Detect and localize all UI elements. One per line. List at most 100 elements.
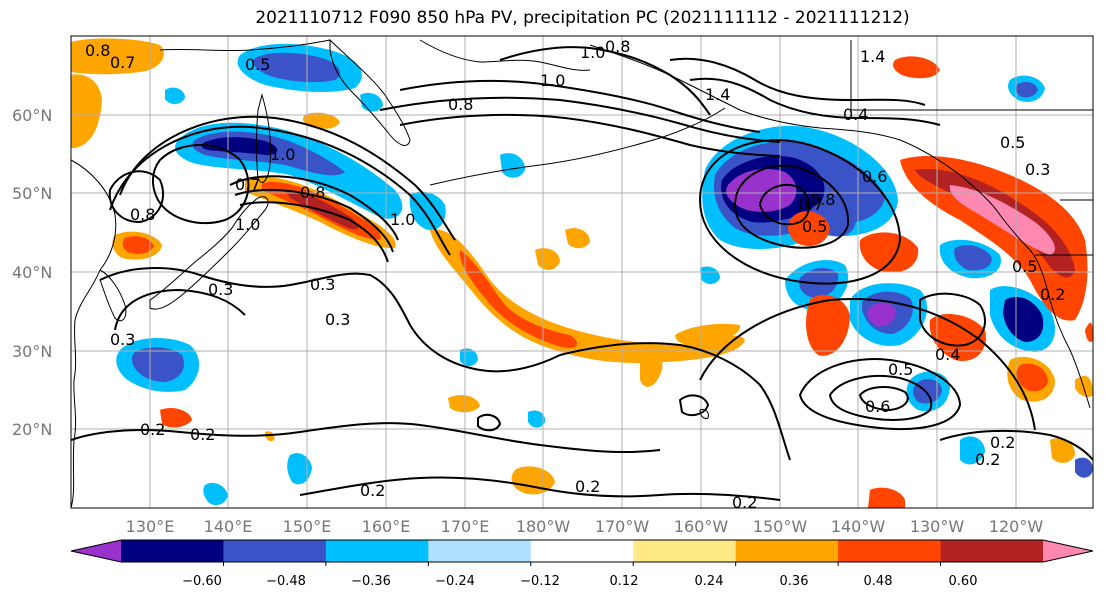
colorbar-tick-label: 0.24 [695, 574, 724, 589]
contour-jet-1 [109, 125, 451, 256]
contour-05-east [559, 342, 791, 461]
pos-blob-small-c [640, 348, 663, 387]
lon-label-140w: 140°W [831, 517, 886, 536]
lon-label-130w: 130°W [910, 517, 965, 536]
pos-blob-small-a [535, 248, 560, 270]
contour-alaska-1 [669, 57, 926, 106]
contour-label: 0.5 [1012, 257, 1037, 276]
neg-blob-japan-sea-peak [201, 137, 278, 156]
pos-blob-small-f [160, 408, 192, 428]
contour-north-1 [399, 79, 761, 133]
lat-label-30n: 30°N [12, 342, 52, 361]
lat-label-20n: 20°N [12, 420, 52, 439]
contour-label: 0.7 [110, 53, 135, 72]
colorbar-swatch [121, 540, 224, 562]
colorbar-swatch [325, 540, 429, 562]
contour-label: 0.6 [865, 397, 890, 416]
neg-blob-gulf-alaska-peak [726, 168, 797, 212]
lon-label-130e: 130°E [126, 517, 175, 536]
colorbar-tick-label: 0.36 [780, 574, 809, 589]
positive-anomaly-fill [71, 38, 1093, 508]
pos-blob-northwest-corner [71, 38, 164, 75]
contour-loop-west-2 [108, 170, 165, 224]
colorbar-extend-max [1043, 540, 1093, 562]
map-plot-area: 0.8 0.7 0.5 1.0 0.8 1.0 0.8 1.4 1.4 0.8 … [71, 36, 1093, 508]
lon-label-150e: 150°E [283, 517, 332, 536]
contour-03-west [99, 267, 561, 373]
contour-jet-5 [239, 201, 389, 263]
lon-label-140e: 140°E [204, 517, 253, 536]
contour-label: 1.4 [860, 47, 885, 66]
contour-label: 1.0 [540, 71, 565, 90]
colorbar-tick-label: 0.60 [949, 574, 978, 589]
lat-label-40n: 40°N [12, 263, 52, 282]
pos-blob-small-b [565, 228, 590, 249]
contour-label: 1.4 [705, 85, 730, 104]
pos-band-central-core [459, 250, 578, 348]
colorbar [70, 539, 1094, 566]
contour-label: 1.0 [390, 210, 415, 229]
coastline-asia [71, 159, 117, 508]
colorbar-tick-label: −0.36 [351, 574, 391, 589]
contour-jet-3 [229, 175, 399, 241]
longitude-labels: 130°E 140°E 150°E 160°E 170°E 180°W 170°… [126, 517, 1044, 536]
neg-blob-northwest-coast-core [954, 245, 992, 271]
neg-blob-subtropic-west-core [131, 347, 185, 382]
contour-04-east [699, 298, 1036, 431]
contour-label: 0.3 [1025, 160, 1050, 179]
contour-jet-2 [119, 115, 456, 241]
contour-label: 0.3 [208, 280, 233, 299]
colorbar-tick-label: 0.12 [610, 574, 639, 589]
contour-02-south [71, 422, 661, 454]
neg-blob-small-k [528, 410, 546, 428]
latitude-labels: 60°N 50°N 40°N 30°N 20°N [12, 106, 52, 439]
lon-label-160w: 160°W [674, 517, 729, 536]
contour-east-loop-1 [698, 139, 902, 285]
pos-blob-small-d [448, 395, 480, 413]
colorbar-swatch [940, 540, 1044, 562]
contour-label: 0.2 [190, 425, 215, 444]
pos-blob-bc-coast-core [915, 169, 1075, 278]
contour-label: 0.8 [130, 205, 155, 224]
coastline-sakhalin [256, 93, 271, 183]
contour-02-bottom [299, 476, 781, 501]
contour-03-left [114, 288, 246, 331]
neg-blob-okhotsk-core [253, 52, 341, 83]
contour-north-2 [379, 96, 781, 143]
negative-anomaly-fill [116, 43, 1093, 506]
contour-label: 0.8 [810, 190, 835, 209]
lon-label-160e: 160°E [362, 517, 411, 536]
contour-east-loop-2 [733, 164, 850, 249]
contour-small-loop [678, 394, 710, 417]
contour-label: 0.7 [235, 175, 260, 194]
contour-label: 0.8 [300, 183, 325, 202]
neg-blob-small-g [165, 87, 185, 105]
neg-blob-california-core [1003, 296, 1044, 342]
neg-blob-east-pacific-3-core [913, 379, 942, 404]
lon-label-150w: 150°W [753, 517, 808, 536]
contour-jet-4 [234, 188, 394, 253]
colorbar-tick-label: −0.60 [182, 574, 222, 589]
contour-label: 0.2 [575, 477, 600, 496]
contour-label: 0.5 [245, 55, 270, 74]
lon-label-120w: 120°W [989, 517, 1044, 536]
colorbar-extend-min [71, 540, 121, 562]
contour-label: 0.4 [843, 105, 868, 124]
coastlines [71, 38, 1093, 508]
contour-small-loop-2 [477, 413, 502, 432]
contour-loop-west-1 [152, 144, 250, 225]
colorbar-tick-label: 0.48 [864, 574, 893, 589]
contour-02-east [939, 429, 1093, 461]
pos-blob-bc-coast-peak [949, 185, 1055, 255]
neg-blob-east-pacific-2-peak [867, 302, 896, 327]
contour-label: 1.0 [235, 215, 260, 234]
colorbar-tick-label: −0.48 [266, 574, 306, 589]
contour-label: 0.5 [1000, 133, 1025, 152]
contour-label: 0.7 [798, 195, 823, 214]
contour-label: 0.3 [325, 310, 350, 329]
pos-blob-east-1 [859, 232, 919, 273]
contour-label: 0.4 [935, 345, 960, 364]
colorbar-swatch [633, 540, 737, 562]
colorbar-swatch [428, 540, 532, 562]
